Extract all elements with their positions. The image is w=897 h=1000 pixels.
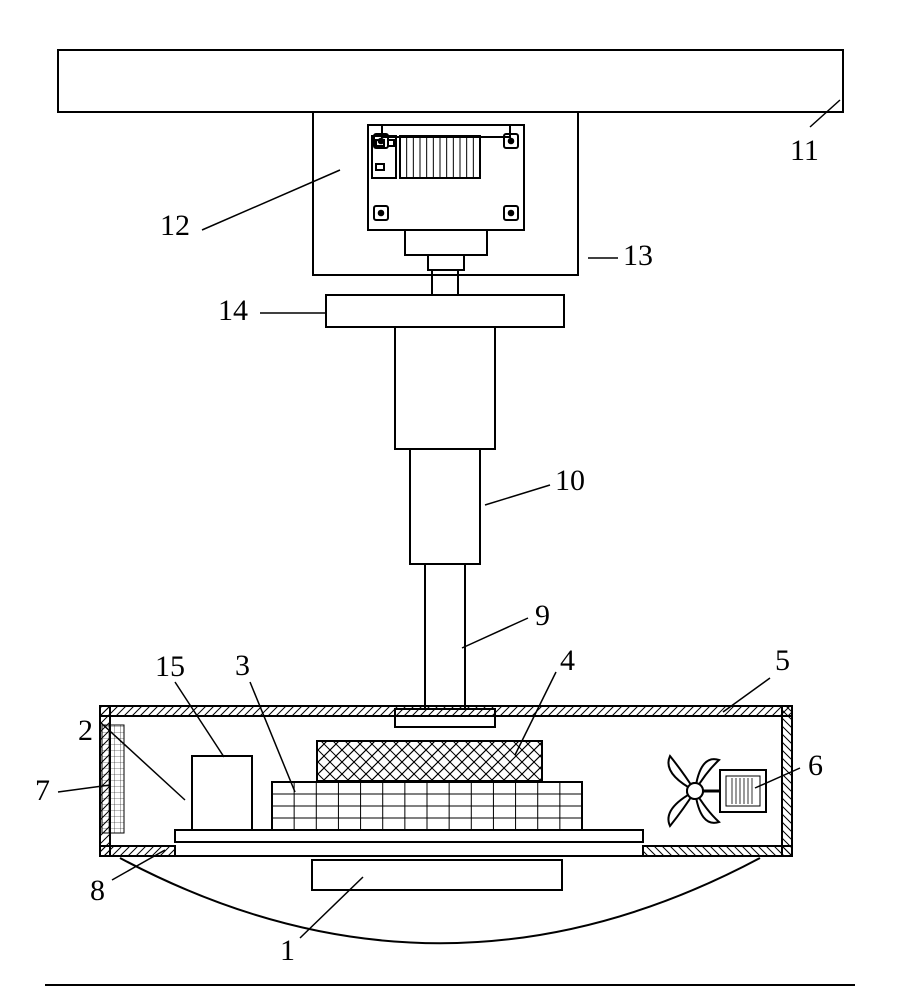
- leader-l9: [462, 618, 528, 648]
- shaft-upper: [395, 327, 495, 449]
- top-plate-11: [58, 50, 843, 112]
- leader-l15: [175, 682, 224, 757]
- label-l11: 11: [790, 134, 819, 167]
- leader-l12: [202, 170, 340, 230]
- label-l10: 10: [555, 464, 585, 497]
- label-l1: 1: [280, 934, 295, 967]
- label-l4: 4: [560, 644, 575, 677]
- label-l14: 14: [218, 294, 248, 327]
- base-plate-2: [175, 830, 643, 842]
- label-l9: 9: [535, 599, 550, 632]
- shade-8: [120, 858, 760, 943]
- diagram-shapes: [45, 50, 855, 985]
- label-l5: 5: [775, 644, 790, 677]
- label-l6: 6: [808, 749, 823, 782]
- engineering-figure: 123456789101112131415: [0, 0, 897, 1000]
- label-l13: 13: [623, 239, 653, 272]
- shaft-lower-9: [425, 564, 465, 709]
- leader-l1: [300, 877, 363, 938]
- flange-14: [326, 295, 564, 327]
- label-l7: 7: [35, 774, 50, 807]
- label-l2: 2: [78, 714, 93, 747]
- leader-l3: [250, 682, 295, 792]
- filter-4: [317, 741, 542, 781]
- label-l3: 3: [235, 649, 250, 682]
- label-l12: 12: [160, 209, 190, 242]
- block-15: [192, 756, 252, 830]
- leader-l11: [810, 100, 840, 127]
- shaft-mid-10: [410, 449, 480, 564]
- label-l15: 15: [155, 650, 185, 683]
- leader-l10: [485, 485, 550, 505]
- label-l8: 8: [90, 874, 105, 907]
- lamp-1: [312, 860, 562, 890]
